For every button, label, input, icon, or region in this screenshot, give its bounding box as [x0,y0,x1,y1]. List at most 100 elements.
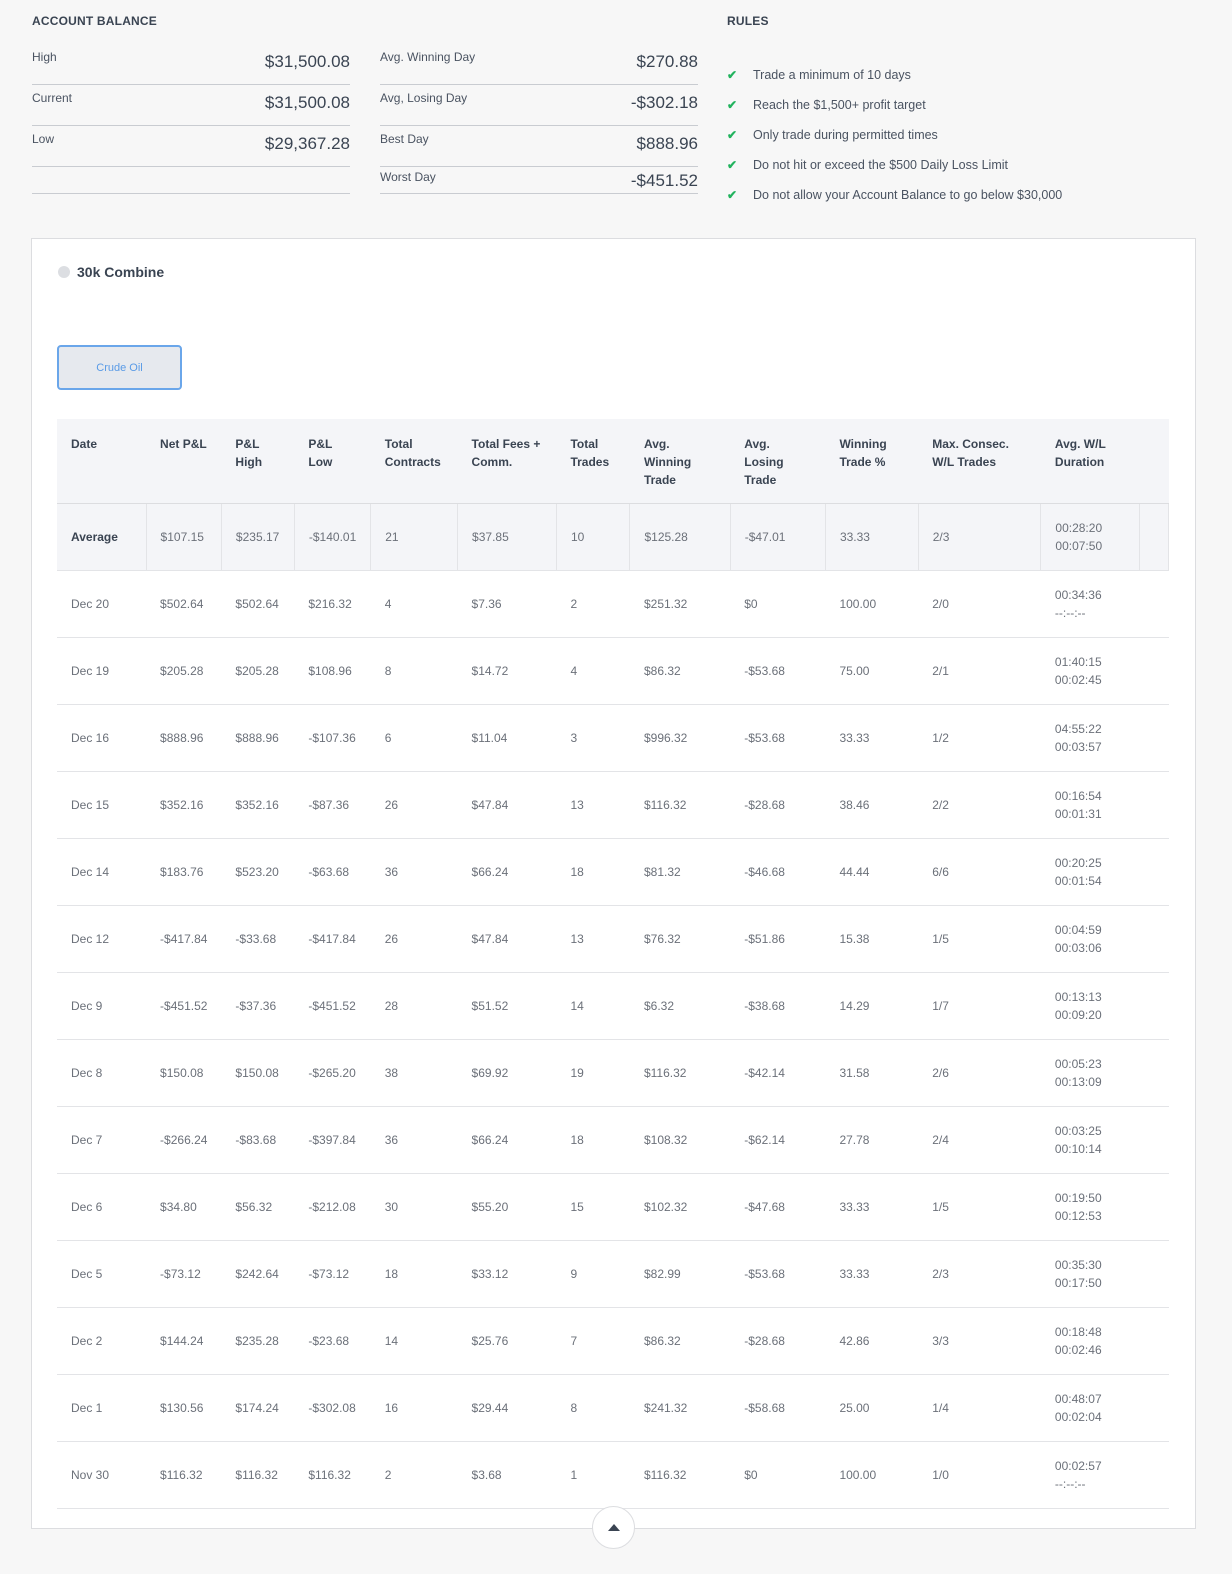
table-cell: Nov 30 [57,1441,147,1509]
table-cell: 1/5 [918,1173,1041,1241]
scroll-up-button[interactable] [592,1506,635,1549]
table-cell: Dec 15 [57,771,147,839]
table-cell: $888.96 [146,704,222,772]
table-cell: 8 [370,637,458,705]
column-header-text: W/L Trades [932,455,997,469]
avg-loss-duration: 00:02:04 [1054,1409,1102,1424]
column-header-text: Avg. [643,437,670,451]
rules-list: ✔ Trade a minimum of 10 days ✔ Reach the $… [727,60,1062,210]
table-cell: $130.56 [146,1374,222,1442]
table-cell: -$53.68 [730,637,826,705]
column-header-text: Contracts [384,455,441,469]
column-header-text: Total Fees + [471,437,541,451]
spacer-cell [1139,637,1169,705]
table-cell: 36 [370,838,458,906]
avg-win-duration: 00:48:07 [1054,1391,1102,1406]
stat-worst-day: Worst Day -$451.52 [380,167,698,194]
table-cell: $125.28 [629,503,731,571]
duration-cell: 00:16:54 00:01:31 [1040,771,1140,839]
avg-loss-duration: 00:07:50 [1055,538,1103,553]
table-cell: -$451.52 [294,972,371,1040]
table-cell: $6.32 [629,972,731,1040]
table-cell: 18 [556,838,630,906]
table-cell: 26 [370,771,458,839]
column-header: Avg. Winning Trade [629,419,731,504]
table-cell: $174.24 [221,1374,295,1442]
avg-loss-duration: 00:03:57 [1054,739,1102,754]
spacer-cell [1139,1307,1169,1375]
duration-cell: 00:02:57 --:--:-- [1040,1441,1140,1509]
table-cell: Dec 8 [57,1039,147,1107]
rule-item: ✔ Only trade during permitted times [727,120,1062,150]
table-cell: 28 [370,972,458,1040]
table-cell: 2/3 [918,503,1042,571]
table-cell: 16 [370,1374,458,1442]
average-row: Average $107.15 $235.17 -$140.01 21 $37.85 10 $… [57,503,1170,571]
table-cell: 75.00 [825,637,919,705]
table-cell: 30 [370,1173,458,1241]
spacer-cell [1139,1106,1169,1174]
table-cell: Dec 20 [57,570,147,638]
table-cell: Dec 6 [57,1173,147,1241]
table-cell: 33.33 [825,503,919,571]
table-cell: -$73.12 [146,1240,222,1308]
table-cell: 2/6 [918,1039,1041,1107]
table-cell: Dec 7 [57,1106,147,1174]
table-cell: 1 [556,1441,630,1509]
column-header-text: Trades [570,455,610,469]
table-cell: $76.32 [629,905,731,973]
table-cell: $51.52 [457,972,557,1040]
stat-value: $31,500.08 [264,93,350,112]
table-cell: -$28.68 [730,1307,826,1375]
duration-cell: 00:20:25 00:01:54 [1040,838,1140,906]
stat-high: High $31,500.08 [32,44,350,85]
table-cell: $251.32 [629,570,731,638]
table-cell: $150.08 [146,1039,222,1107]
check-icon: ✔ [727,68,738,82]
column-header-text: P&L [308,437,333,451]
stat-best-day: Best Day $888.96 [380,126,698,167]
table-cell: 18 [556,1106,630,1174]
table-cell: $56.32 [221,1173,295,1241]
table-cell: $108.32 [629,1106,731,1174]
table-cell: -$62.14 [730,1106,826,1174]
avg-win-duration: 00:04:59 [1054,922,1102,937]
spacer-cell [1139,503,1170,571]
stat-label: Best Day [380,132,429,146]
stat-label: High [32,50,57,64]
column-header: Max. Consec. W/L Trades [918,419,1041,504]
table-cell: Dec 1 [57,1374,147,1442]
table-cell: Dec 9 [57,972,147,1040]
account-card: 30k Combine Crude Oil Date Net P&L P&L High… [31,238,1196,1529]
table-cell: $352.16 [146,771,222,839]
table-cell: -$28.68 [730,771,826,839]
duration-cell: 00:13:13 00:09:20 [1040,972,1140,1040]
spacer-cell [1139,1374,1169,1442]
avg-loss-duration: 00:09:20 [1054,1007,1102,1022]
table-cell: $216.32 [294,570,371,638]
table-cell: 38 [370,1039,458,1107]
table-cell: $205.28 [221,637,295,705]
table-cell: $352.16 [221,771,295,839]
table-cell: 33.33 [825,1173,919,1241]
table-row: Dec 9 -$451.52 -$37.36 -$451.52 28 $51.52 14 $6… [57,972,1169,1040]
avg-win-duration: 00:03:25 [1054,1123,1102,1138]
table-cell: $0 [730,1441,826,1509]
table-cell: $86.32 [629,1307,731,1375]
table-cell: -$83.68 [221,1106,295,1174]
table-cell: $116.32 [294,1441,371,1509]
table-cell: -$42.14 [730,1039,826,1107]
table-cell: -$302.08 [294,1374,371,1442]
table-cell: $37.85 [457,503,557,571]
table-cell: 1/7 [918,972,1041,1040]
stat-value: $270.88 [636,52,698,71]
table-cell: $0 [730,570,826,638]
column-header-text: Winning [643,455,692,469]
column-header: Avg. Losing Trade [730,419,826,504]
table-cell: -$107.36 [294,704,371,772]
table-cell: -$38.68 [730,972,826,1040]
avg-win-duration: 00:18:48 [1054,1324,1102,1339]
tab-crude-oil[interactable]: Crude Oil [57,345,182,390]
table-cell: -$417.84 [294,905,371,973]
table-cell: -$451.52 [146,972,222,1040]
